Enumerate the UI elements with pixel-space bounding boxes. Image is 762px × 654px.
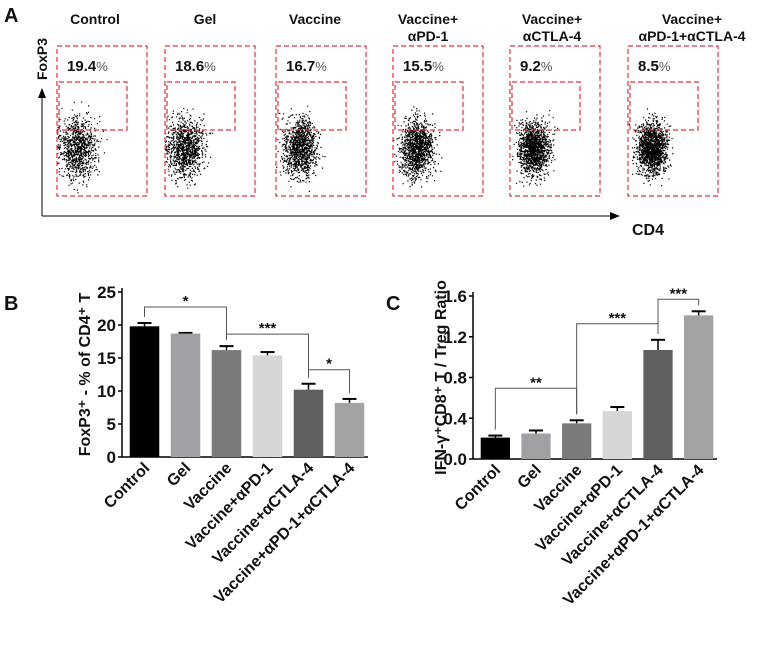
cell-events [628, 108, 674, 187]
y-tick-label: 20 [97, 316, 116, 335]
treg-gate [58, 81, 128, 131]
bar [334, 402, 365, 457]
x-tick-label: Gel [515, 462, 545, 492]
outer-gate [164, 45, 256, 197]
bar [293, 389, 324, 457]
group-title: αPD-1 [408, 28, 449, 44]
y-tick-label: 15 [97, 349, 116, 368]
bar [521, 433, 551, 459]
panel-letter-b: B [4, 293, 18, 315]
bar [602, 411, 632, 459]
cytometry-plot: Gel 18.6% [164, 11, 256, 197]
treg-percent: 9.2% [520, 58, 553, 75]
outer-gate [56, 45, 148, 197]
x-tick-label: Control [101, 460, 153, 512]
flow-cytometry-panel: Control 19.4% Gel 18.6% Vaccine 16.7% Vaccine+… [34, 11, 746, 239]
y-tick-label: 0.4 [443, 409, 467, 428]
y-tick-label: 1.6 [443, 287, 467, 306]
cell-events [57, 101, 108, 194]
treg-percent: 18.6% [175, 58, 216, 75]
significance-label: *** [670, 285, 688, 302]
group-title: Vaccine+ [522, 11, 582, 27]
panel-letter-c: C [386, 293, 400, 315]
cytometry-plot: Vaccine+αCTLA-4 9.2% [509, 11, 601, 197]
cytometry-plot: Control 19.4% [56, 11, 148, 197]
treg-gate [277, 81, 347, 131]
significance-label: *** [259, 320, 277, 337]
y-axis-label: IFN-γ⁺CD8⁺ T / Treg Ratio [433, 280, 450, 475]
treg-gate [511, 81, 581, 131]
y-tick-label: 0 [107, 448, 116, 467]
bar [562, 423, 592, 459]
group-title: Vaccine [289, 11, 341, 27]
bar [129, 326, 160, 457]
significance-bracket [226, 333, 309, 378]
treg-gate [166, 81, 236, 131]
y-tick-label: 10 [97, 382, 116, 401]
y-tick-label: 0.0 [443, 450, 467, 469]
x-tick-label: Gel [164, 460, 194, 490]
bar [170, 333, 201, 457]
group-title: Vaccine+ [662, 11, 722, 27]
significance-label: *** [609, 310, 627, 327]
y-tick-label: 5 [107, 415, 116, 434]
bar [643, 349, 673, 459]
bar [480, 437, 510, 459]
bar [252, 355, 283, 457]
x-axis-arrow [610, 212, 620, 220]
treg-percent: 16.7% [286, 58, 327, 75]
cytometry-plot: Vaccine+αPD-1+αCTLA-4 8.5% [627, 11, 746, 197]
cytometry-plot: Vaccine+αPD-1 15.5% [392, 11, 484, 197]
outer-gate [275, 45, 367, 197]
group-title: Control [70, 11, 120, 27]
x-axis-label: CD4 [632, 222, 664, 239]
group-title: Gel [194, 11, 217, 27]
significance-bracket [144, 306, 227, 341]
y-tick-label: 1.2 [443, 328, 467, 347]
treg-percent: 19.4% [67, 58, 108, 75]
cytometry-plot: Vaccine 16.7% [275, 11, 367, 197]
significance-label: * [326, 356, 332, 373]
cell-events [393, 106, 443, 188]
treg-percent: 8.5% [638, 58, 671, 75]
bar [211, 350, 242, 457]
significance-label: ** [530, 374, 542, 391]
panel-letter-a: A [4, 5, 18, 27]
significance-bracket [657, 298, 700, 334]
y-axis-label: FoxP3⁺ - % of CD4⁺ T [77, 292, 94, 456]
significance-label: * [183, 293, 189, 310]
outer-gate [392, 45, 484, 197]
treg-gate [394, 81, 464, 131]
y-axis-arrow [38, 88, 46, 98]
outer-gate [627, 45, 719, 197]
cell-events [165, 107, 214, 189]
treg-percent: 15.5% [403, 58, 444, 75]
y-tick-label: 25 [97, 283, 116, 302]
significance-bracket [308, 369, 350, 393]
outer-gate [509, 45, 601, 197]
treg-gate [629, 81, 699, 131]
bar [684, 315, 714, 459]
cell-events [512, 110, 559, 187]
y-axis-label: FoxP3 [34, 38, 50, 80]
cell-events [276, 105, 326, 193]
group-title: Vaccine+ [398, 11, 458, 27]
group-title: αCTLA-4 [523, 28, 582, 44]
group-title: αPD-1+αCTLA-4 [638, 28, 745, 44]
y-tick-label: 0.8 [443, 369, 467, 388]
x-tick-label: Control [452, 462, 504, 514]
